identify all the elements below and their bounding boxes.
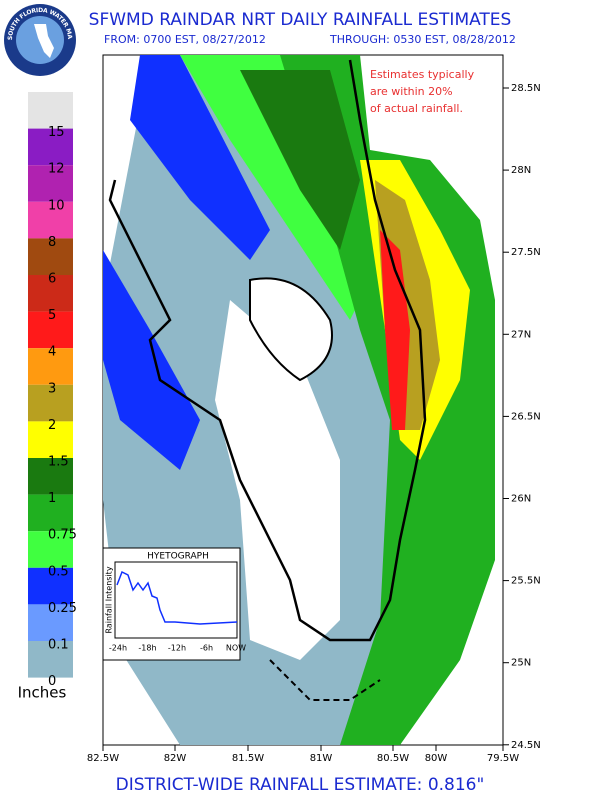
legend-label: 3 [48,381,56,396]
legend-label: 2 [48,418,56,433]
lon-label: 80.5W [377,753,409,764]
lat-label: 27N [511,329,531,340]
logo: SOUTH FLORIDA WATER MANAGEMENT DISTRICT [0,0,76,76]
from: FROM: 0700 EST, 08/27/2012 [104,33,266,46]
axes: 28.5N 28N 27.5N 27N 26.5N 26N 25.5N 25N 24.5N 82.… [87,83,541,764]
lon-label: 82W [164,753,187,764]
logo-state [34,24,54,58]
lat-label: 28N [511,165,531,176]
legend-swatch [28,604,73,641]
annotation: Estimates typically [370,68,475,81]
legend-swatch [28,421,73,458]
lon-label: 81W [310,753,333,764]
hyeto-xlabels: -24h -18h -12h -6h NOW [109,644,246,653]
legend-swatch [28,458,73,495]
legend-label: 0.75 [48,528,77,543]
legend-label: 1.5 [48,455,69,470]
rain-none [215,300,340,660]
lat-label: 24.5N [511,740,541,751]
legend-label: 8 [48,235,56,250]
hyeto-xlabel: -12h [168,644,186,653]
legend-swatch [28,494,73,532]
legend-swatch [28,275,73,312]
legend-swatch [28,641,73,678]
legend-swatch [28,348,73,385]
legend-label: 10 [48,198,65,213]
lat-label: 25N [511,658,531,669]
legend-swatch [28,384,73,422]
hyeto-line [116,570,238,625]
lat-label: 28.5N [511,83,541,94]
legend-label: 15 [48,125,65,140]
coastline [108,59,427,642]
lon-label: 82.5W [87,753,119,764]
legend-label: 5 [48,308,56,323]
legend-swatch [28,201,73,239]
lat-label: 27.5N [511,247,541,258]
lon-label: 80W [425,753,448,764]
hyeto-xlabel: -6h [200,644,213,653]
annotation: of actual rainfall. [370,102,463,115]
legend-unit: Inches [18,684,67,702]
legend-swatch [28,165,73,202]
title: SFWMD RAINDAR NRT DAILY RAINFALL ESTIMAT… [89,10,512,30]
rain-red [380,230,410,430]
legend-label: 12 [48,162,65,177]
annotation: are within 20% [370,85,453,98]
lon-label: 81.5W [232,753,264,764]
lat-label: 26.5N [511,411,541,422]
legend-swatch [28,567,73,605]
lake-okeechobee [249,277,333,382]
hyeto-plot [114,561,238,639]
rain-dkgreen [240,70,360,250]
footer: DISTRICT-WIDE RAINFALL ESTIMATE: 0.816" [116,775,485,795]
legend-label: 1 [48,491,56,506]
legend-swatch [28,238,73,275]
lat-label: 26N [511,494,531,505]
lon-label: 79.5W [487,753,519,764]
hyeto-xlabel: -18h [138,644,156,653]
hyeto-ylabel: Rainfall Intensity [105,566,114,633]
legend-swatch [28,92,73,129]
legend-label: 6 [48,272,56,287]
lat-label: 25.5N [511,576,541,587]
legend-label: 0 [48,674,56,689]
legend-label: 4 [48,345,56,360]
keys [269,659,381,701]
rain-green [180,55,380,320]
legend-swatch [28,531,73,568]
through: THROUGH: 0530 EST, 08/28/2012 [329,33,516,46]
legend-swatch [28,311,73,349]
rain-blue [103,250,200,470]
hyeto-xlabel: NOW [226,644,246,653]
legend-swatch [28,128,73,166]
legend-label: 0.5 [48,564,69,579]
legend-label: 0.1 [48,638,69,653]
hyeto-title: HYETOGRAPH [147,552,209,562]
hyetograph: HYETOGRAPH Rainfall Intensity -24h -18h -1… [102,547,246,661]
hyeto-xlabel: -24h [109,644,127,653]
legend-label: 0.25 [48,601,77,616]
legend: 15 12 10 8 6 5 4 3 2 1.5 1 0.75 0.5 0.25 0.1 0 [28,92,77,689]
rain-blue [130,55,270,260]
